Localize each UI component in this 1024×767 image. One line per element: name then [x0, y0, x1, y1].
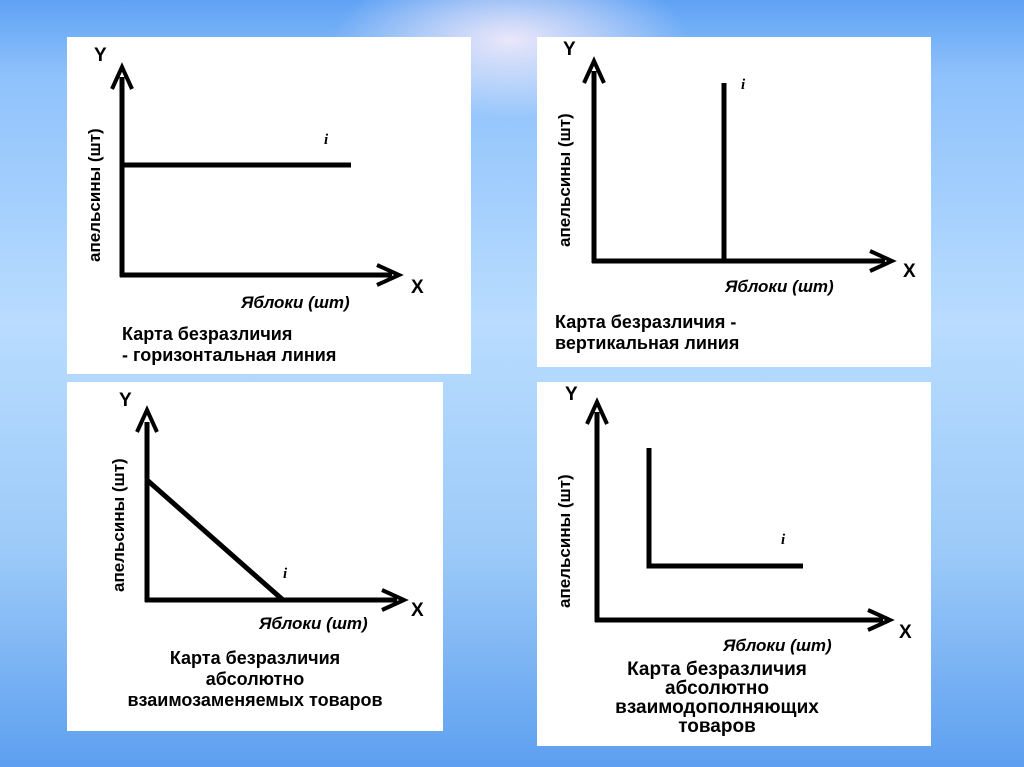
graph-perfect-substitutes [135, 405, 409, 612]
caption: Карта безразличия - горизонтальная линия [122, 324, 336, 366]
x-axis-letter: X [903, 261, 916, 282]
caption-line: абсолютно [205, 669, 305, 689]
y-axis-letter: Y [563, 39, 576, 60]
caption-line: абсолютно [665, 678, 769, 699]
caption-line: Карта безразличия [627, 659, 807, 680]
indifference-curve [646, 448, 803, 569]
y-axis-arrow [585, 397, 609, 425]
x-axis-letter: X [411, 600, 424, 621]
x-axis-label: Яблоки (шт) [723, 636, 832, 655]
panel-horizontal-line: Y X апельсины (шт) i Яблоки (шт) Карта б… [67, 37, 471, 374]
caption-line: взаимозаменяемых товаров [127, 690, 383, 710]
y-axis-label: апельсины (шт) [555, 474, 574, 608]
x-axis-label: Яблоки (шт) [259, 614, 368, 633]
caption: Карта безразличия - вертикальная линия [555, 312, 739, 354]
x-axis-label: Яблоки (шт) [241, 293, 350, 312]
caption: Карта безразличия абсолютно взаимодополн… [575, 660, 859, 736]
x-axis-letter: X [411, 277, 424, 298]
caption-line: Карта безразличия [122, 324, 293, 344]
caption-line: - горизонтальная линия [122, 345, 337, 365]
curve-label: i [324, 132, 329, 148]
caption-line: вертикальная линия [555, 333, 740, 353]
panel-vertical-line: Y X апельсины (шт) i Яблоки (шт) Карта б… [537, 37, 931, 367]
caption-line: Карта безразличия [169, 648, 341, 668]
graph-horizontal-line [110, 62, 404, 287]
y-axis-arrow [110, 62, 134, 90]
y-axis-label: апельсины (шт) [109, 458, 128, 592]
caption-line: Карта безразличия - [555, 312, 737, 332]
panel-perfect-complements: Y X апельсины (шт) i Яблоки (шт) Карта б… [537, 382, 931, 746]
indifference-curve [145, 478, 285, 602]
caption: Карта безразличия абсолютно взаимозаменя… [67, 648, 443, 711]
y-axis-letter: Y [565, 384, 578, 405]
panel-perfect-substitutes: Y X апельсины (шт) i Яблоки (шт) Карта б… [67, 382, 443, 731]
graph-perfect-complements [585, 397, 895, 632]
caption-line: товаров [678, 716, 756, 737]
x-axis-arrow [381, 588, 409, 612]
graph-vertical-line [582, 56, 897, 273]
y-axis-arrow [135, 405, 159, 433]
caption-line: взаимодополняющих [615, 697, 819, 718]
curve-label: i [283, 566, 288, 582]
x-axis-letter: X [899, 622, 912, 643]
curve-label: i [781, 532, 786, 548]
y-axis-label: апельсины (шт) [85, 128, 104, 262]
x-axis-arrow [376, 263, 404, 287]
y-axis-letter: Y [94, 45, 107, 66]
y-axis-letter: Y [119, 390, 132, 411]
curve-label: i [741, 77, 746, 93]
x-axis-label: Яблоки (шт) [725, 277, 834, 296]
y-axis-label: апельсины (шт) [555, 113, 574, 247]
y-axis-arrow [582, 56, 606, 84]
x-axis-arrow [867, 608, 895, 632]
x-axis-arrow [869, 249, 897, 273]
